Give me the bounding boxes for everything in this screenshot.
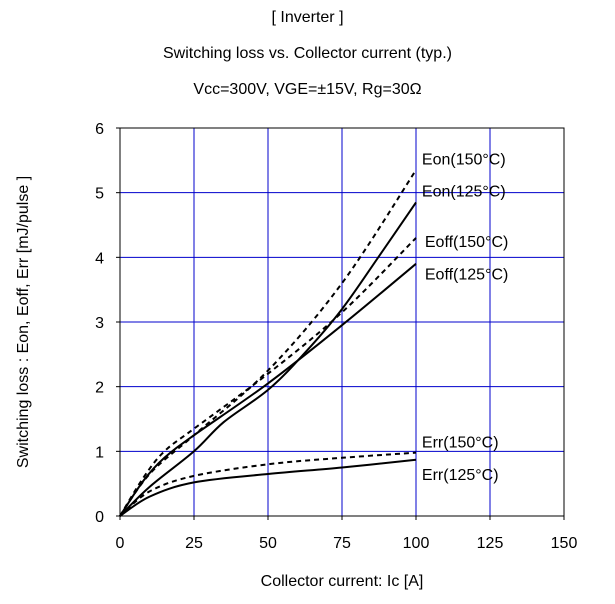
- x-tick-label: 125: [477, 535, 504, 552]
- series-line-eon-125-c: [119, 201, 417, 517]
- chart-title-line-1: [ Inverter ]: [271, 9, 344, 26]
- y-tick-label: 0: [95, 509, 104, 526]
- x-tick-label: 150: [551, 535, 578, 552]
- y-tick-label: 1: [95, 444, 104, 461]
- series-line-eon-150-c: [119, 169, 417, 517]
- curve-label: Eoff(150°C): [425, 234, 508, 251]
- curve-label: Err(150°C): [422, 435, 499, 452]
- series-line-err-150-c: [119, 451, 417, 517]
- series-line-err-125-c: [119, 458, 417, 517]
- curve-label: Eon(125°C): [422, 184, 506, 201]
- series-lines: [119, 169, 417, 517]
- x-tick-label: 25: [185, 535, 203, 552]
- curve-label: Eoff(125°C): [425, 267, 508, 284]
- y-tick-label: 2: [95, 380, 104, 397]
- x-tick-label: 100: [403, 535, 430, 552]
- curve-labels: Eon(150°C) Eon(125°C) Eoff(150°C) Eoff(125°…: [422, 151, 508, 484]
- y-tick-label: 6: [95, 121, 104, 138]
- curve-label: Err(125°C): [422, 467, 499, 484]
- x-axis-label: Collector current: Ic [A]: [261, 573, 424, 590]
- series-line-eoff-150-c: [119, 237, 417, 517]
- curve-label: Eon(150°C): [422, 151, 506, 168]
- y-tick-label: 5: [95, 186, 104, 203]
- x-tick-label: 50: [259, 535, 277, 552]
- chart-title-line-2: Switching loss vs. Collector current (ty…: [163, 45, 452, 62]
- tick-labels: 0 25 50 75 100 125 150 0 1 2 3 4 5 6: [95, 121, 577, 552]
- y-tick-label: 3: [95, 315, 104, 332]
- y-axis-label: Switching loss : Eon, Eoff, Err [mJ/puls…: [15, 176, 32, 468]
- x-tick-label: 75: [333, 535, 351, 552]
- series-line-eoff-125-c: [119, 263, 417, 517]
- y-tick-label: 4: [95, 250, 104, 267]
- chart-title-line-3: Vcc=300V, VGE=±15V, Rg=30Ω: [193, 81, 422, 98]
- x-tick-label: 0: [116, 535, 125, 552]
